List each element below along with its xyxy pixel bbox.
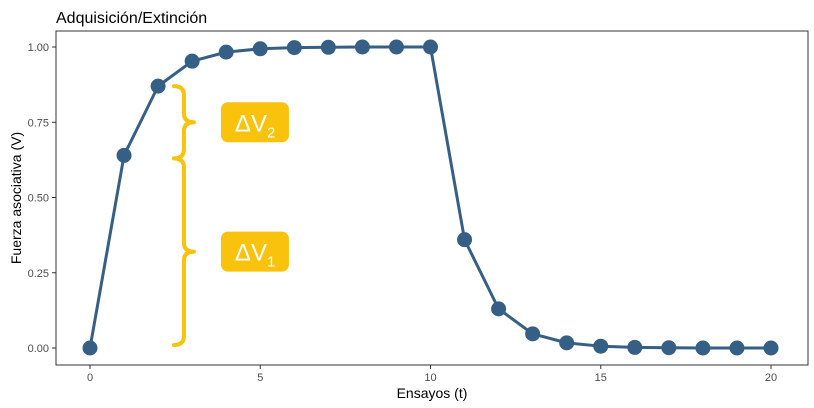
data-point <box>184 53 200 69</box>
y-tick-label: 0.25 <box>28 268 49 280</box>
data-point <box>729 340 745 356</box>
x-tick-label: 20 <box>765 372 777 384</box>
data-point <box>559 335 575 351</box>
brace-annotation <box>171 84 196 161</box>
data-point <box>286 40 302 56</box>
y-tick-label: 0.75 <box>28 117 49 129</box>
y-tick-label: 0.00 <box>28 343 49 355</box>
data-point <box>423 39 438 55</box>
chart-title: Adquisición/Extinción <box>56 10 207 27</box>
data-point <box>627 339 643 355</box>
brace-annotation <box>171 156 196 347</box>
data-point <box>763 340 779 356</box>
data-point <box>116 147 132 163</box>
y-tick-label: 0.50 <box>28 193 49 205</box>
x-tick-label: 10 <box>424 372 436 384</box>
annotation-subscript: 1 <box>267 254 275 271</box>
annotation-subscript: 2 <box>267 124 275 141</box>
data-point <box>695 340 711 356</box>
y-axis-title: Fuerza asociativa (V) <box>8 132 24 264</box>
series-layer <box>82 39 779 356</box>
data-point <box>525 326 541 342</box>
data-point <box>82 340 98 356</box>
x-tick-label: 0 <box>87 372 93 384</box>
data-point <box>491 301 507 317</box>
data-point <box>320 39 336 55</box>
data-point <box>593 338 609 354</box>
x-tick-label: 5 <box>257 372 263 384</box>
axis-ticks: 0 5 10 15 20 0.00 0.25 0.50 0.75 1.00 <box>28 42 778 384</box>
data-point <box>457 232 473 248</box>
y-tick-label: 1.00 <box>28 42 49 54</box>
data-point <box>252 41 268 57</box>
annotation-box <box>220 231 289 272</box>
plot-panel <box>55 30 809 366</box>
data-point <box>218 44 234 60</box>
data-point <box>661 340 677 356</box>
annotation-box <box>220 102 289 143</box>
x-tick-label: 15 <box>595 372 607 384</box>
x-axis-title: Ensayos (t) <box>397 385 468 401</box>
data-point <box>354 39 370 55</box>
data-point <box>150 78 166 94</box>
data-point <box>388 39 404 55</box>
